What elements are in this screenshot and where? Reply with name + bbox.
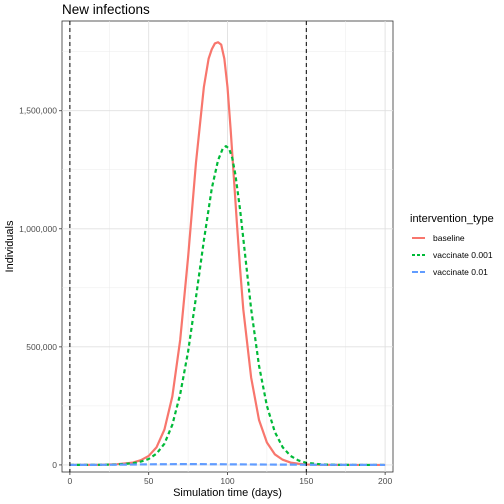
legend-title: intervention_type bbox=[410, 213, 494, 225]
y-tick-label: 500,000 bbox=[26, 342, 57, 352]
y-tick-label: 1,500,000 bbox=[19, 106, 57, 116]
y-axis-ticks: 0 500,000 1,000,000 1,500,000 bbox=[19, 106, 62, 470]
x-tick-label: 100 bbox=[220, 476, 234, 486]
legend-label-2: vaccinate 0.001 bbox=[433, 250, 493, 260]
y-tick-label: 1,000,000 bbox=[19, 224, 57, 234]
series-line-2 bbox=[69, 145, 386, 467]
series-lines bbox=[69, 41, 386, 467]
legend-label-1: baseline bbox=[433, 233, 465, 243]
series-line-3 bbox=[69, 462, 386, 467]
series-line-1 bbox=[69, 41, 386, 467]
x-tick-label: 50 bbox=[144, 476, 154, 486]
legend-label-3: vaccinate 0.01 bbox=[433, 267, 488, 277]
x-tick-label: 150 bbox=[299, 476, 313, 486]
x-tick-label: 200 bbox=[378, 476, 392, 486]
y-axis-title: Individuals bbox=[4, 220, 16, 272]
chart-title: New infections bbox=[62, 2, 150, 17]
x-axis-title: Simulation time (days) bbox=[173, 487, 282, 499]
vertical-reference-lines bbox=[69, 21, 307, 472]
legend: intervention_type baseline vaccinate 0.00… bbox=[410, 213, 494, 277]
x-axis-ticks: 0 50 100 150 200 bbox=[68, 472, 392, 486]
x-tick-label: 0 bbox=[68, 476, 73, 486]
y-tick-label: 0 bbox=[52, 460, 57, 470]
